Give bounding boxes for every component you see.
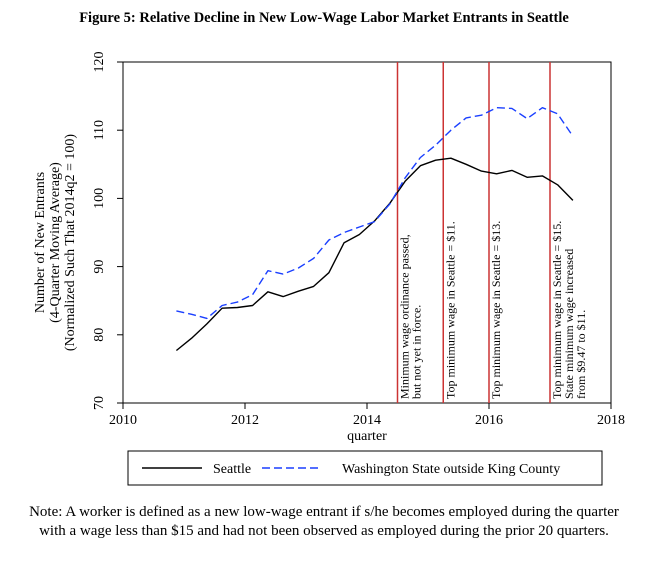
legend: Seattle Washington State outside King Cou… bbox=[127, 450, 603, 486]
policy-annotation: from $9.47 to $11. bbox=[574, 310, 588, 399]
y-axis-title-line: Number of New Entrants bbox=[33, 172, 48, 313]
x-axis: 2010 2012 2014 2016 2018 bbox=[109, 403, 625, 428]
seattle-series-line bbox=[175, 157, 574, 352]
policy-annotation: but not yet in force. bbox=[410, 305, 424, 399]
policy-annotation: Minimum wage ordinance passed, bbox=[398, 234, 412, 399]
y-axis-title-line: (4-Quarter Moving Average) bbox=[48, 162, 63, 323]
x-tick-label: 2018 bbox=[597, 413, 625, 428]
x-tick-label: 2016 bbox=[475, 413, 503, 428]
policy-annotation: Top minimum wage in Seattle = $11. bbox=[443, 221, 457, 399]
washington-series-line bbox=[176, 106, 574, 320]
y-axis-label: Number of New Entrants (4-Quarter Moving … bbox=[33, 134, 78, 352]
plot-frame bbox=[122, 61, 612, 404]
y-tick-label: 100 bbox=[92, 188, 107, 209]
x-axis-label: quarter bbox=[347, 429, 387, 444]
policy-annotation: Top minimum wage in Seattle = $13. bbox=[489, 221, 503, 399]
figure-title: Figure 5: Relative Decline in New Low-Wa… bbox=[79, 10, 569, 26]
y-tick-label: 90 bbox=[92, 260, 107, 274]
series-layer bbox=[175, 106, 574, 352]
x-tick-label: 2010 bbox=[109, 413, 137, 428]
y-tick-label: 70 bbox=[92, 396, 107, 410]
legend-box bbox=[127, 450, 603, 486]
plot-border bbox=[122, 61, 612, 404]
policy-annotation: Top minimum wage in Seattle = $15. bbox=[550, 221, 564, 399]
policy-lines: Minimum wage ordinance passed,but not ye… bbox=[396, 62, 588, 403]
y-tick-label: 120 bbox=[92, 52, 107, 73]
x-tick-label: 2014 bbox=[353, 413, 381, 428]
policy-annotation: State minimum wage increased bbox=[562, 249, 576, 399]
legend-label: Seattle bbox=[213, 462, 251, 477]
y-tick-label: 80 bbox=[92, 328, 107, 342]
legend-label: Washington State outside King County bbox=[342, 462, 560, 477]
y-tick-label: 110 bbox=[92, 120, 107, 140]
figure-note: Note: A worker is defined as a new low-w… bbox=[29, 504, 619, 539]
y-axis: 70 80 90 100 110 120 bbox=[92, 52, 123, 410]
y-axis-title-line: (Normalized Such That 2014q2 = 100) bbox=[63, 134, 78, 352]
x-tick-label: 2012 bbox=[231, 413, 259, 428]
